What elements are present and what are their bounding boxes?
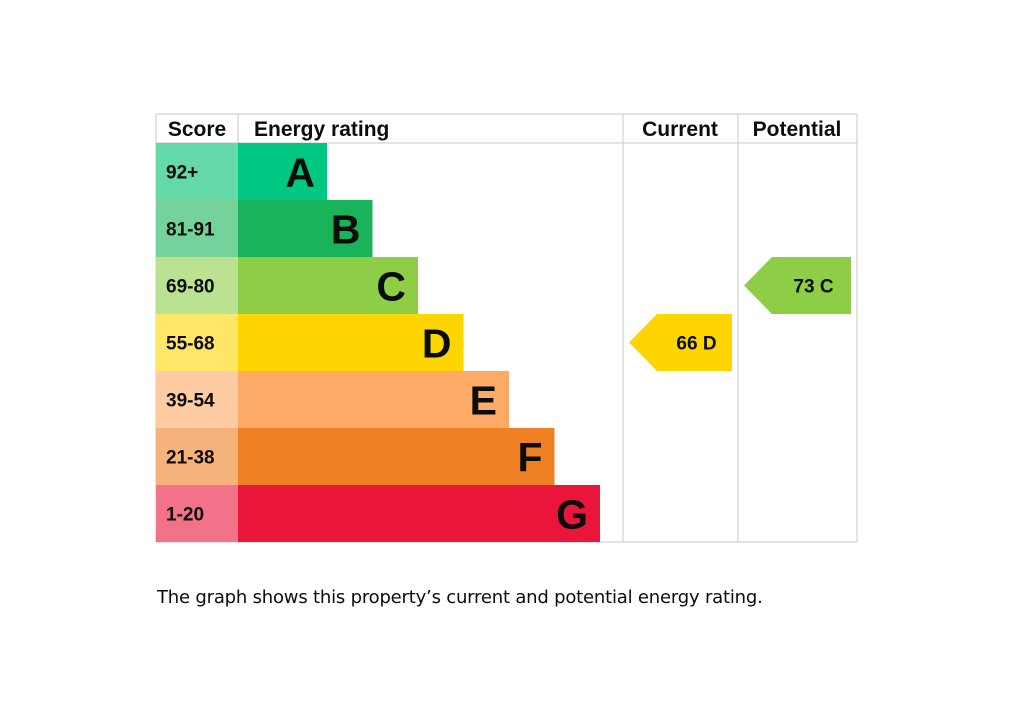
band-letter-d: D [422,321,452,367]
current-rating-label: 66 D [676,334,716,355]
chart-caption: The graph shows this property’s current … [157,587,763,608]
band-bar-e [238,371,509,428]
score-label-f: 21-38 [166,448,215,469]
band-letter-e: E [470,378,497,424]
score-label-g: 1-20 [166,505,204,526]
header-potential: Potential [753,118,842,141]
header-energy-rating: Energy rating [254,118,389,141]
score-label-d: 55-68 [166,334,215,355]
band-bar-b [238,200,373,257]
score-label-c: 69-80 [166,277,215,298]
header-score: Score [168,118,226,141]
score-cell-a [156,143,238,200]
band-bar-c [238,257,418,314]
score-cell-g [156,485,238,542]
header-current: Current [642,118,718,141]
rating-arrows: 66 D 73 C [629,257,851,371]
band-bar-g [238,485,600,542]
band-letter-a: A [285,150,315,196]
band-bar-d [238,314,464,371]
current-rating-arrow [629,314,732,371]
score-label-a: 92+ [166,163,198,184]
band-letter-g: G [556,492,588,538]
band-bar-a [238,143,327,200]
score-cell-d [156,314,238,371]
score-label-e: 39-54 [166,391,215,412]
score-cell-b [156,200,238,257]
potential-rating-arrow [744,257,851,314]
score-label-b: 81-91 [166,220,215,241]
score-cell-e [156,371,238,428]
score-cell-f [156,428,238,485]
potential-rating-label: 73 C [793,277,833,298]
score-cell-c [156,257,238,314]
band-letter-c: C [376,264,406,310]
band-bar-f [238,428,555,485]
band-letter-b: B [331,207,361,253]
band-letter-f: F [517,435,542,481]
rating-bands: 92+ A 81-91 B 69-80 C 55-68 D 39-54 E 21-38 F 1-20 G [156,143,600,542]
